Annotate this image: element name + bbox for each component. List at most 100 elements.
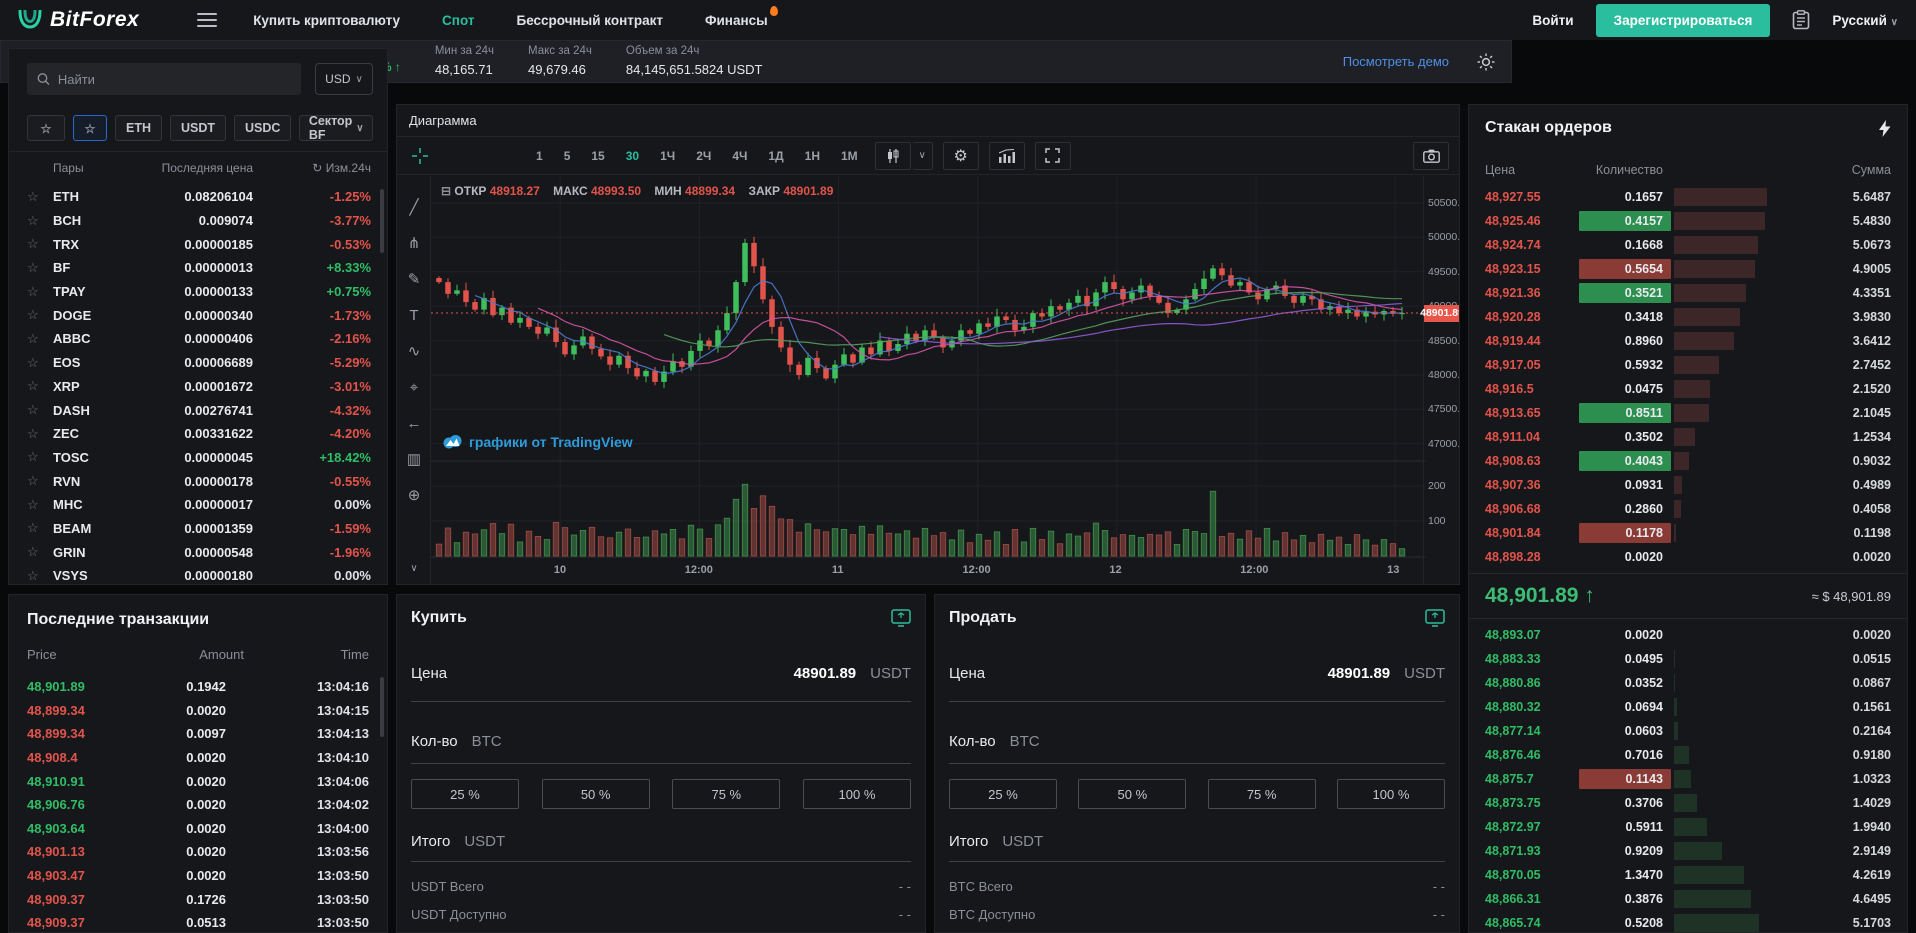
- time-axis[interactable]: 10 12:00 11 12:00 12 12:00 13: [431, 564, 1423, 584]
- ask-row[interactable]: 48,919.44 0.8960 3.6412: [1485, 332, 1891, 350]
- trade-row[interactable]: 48,906.76 0.0020 13:04:02: [27, 797, 369, 813]
- percent-button-25[interactable]: 25 %: [411, 779, 519, 809]
- watchlist-tab-сектор-bf[interactable]: Сектор BF ∨: [299, 114, 373, 142]
- ask-row[interactable]: 48,923.15 0.5654 4.9005: [1469, 257, 1907, 281]
- ask-row[interactable]: 48,908.63 0.4043 0.9032: [1469, 449, 1907, 473]
- star-icon[interactable]: ☆: [27, 188, 39, 204]
- bid-row[interactable]: 48,872.97 0.5911 1.9940: [1485, 818, 1891, 836]
- watchlist-row-tpay[interactable]: ☆ TPAY 0.00000133 +0.75%: [27, 283, 371, 300]
- search-box[interactable]: [27, 63, 301, 95]
- timeframe-2Ч[interactable]: 2Ч: [696, 148, 712, 163]
- fullscreen-button[interactable]: [1034, 141, 1071, 170]
- lightning-icon[interactable]: [1879, 119, 1891, 137]
- percent-button-100[interactable]: 100 %: [802, 779, 911, 809]
- drawing-tool-icon[interactable]: ▥: [406, 451, 422, 468]
- percent-button-50[interactable]: 50 %: [541, 779, 650, 809]
- watchlist-row-rvn[interactable]: ☆ RVN 0.00000178 -0.55%: [27, 473, 371, 489]
- ask-row[interactable]: 48,920.28 0.3418 3.9830: [1485, 308, 1891, 326]
- theme-sun-icon[interactable]: [1477, 53, 1495, 71]
- watchlist-row-grin[interactable]: ☆ GRIN 0.00000548 -1.96%: [27, 544, 371, 560]
- timeframe-15[interactable]: 15: [591, 148, 605, 163]
- watchlist-tab-eth[interactable]: ETH: [115, 115, 162, 141]
- sell-total-field[interactable]: Итого USDT: [949, 833, 1044, 850]
- transfer-icon[interactable]: [1425, 609, 1445, 627]
- bid-row[interactable]: 48,880.32 0.0694 0.1561: [1485, 698, 1891, 716]
- chart-settings-button[interactable]: ⚙: [942, 141, 979, 170]
- crosshair-icon[interactable]: [411, 147, 429, 165]
- drawing-tool-icon[interactable]: ⊕: [407, 487, 421, 504]
- trade-row[interactable]: 48,901.89 0.1942 13:04:16: [27, 679, 369, 695]
- star-icon[interactable]: ☆: [27, 378, 39, 394]
- bitforex-logo[interactable]: BitForex: [18, 8, 139, 32]
- bid-row[interactable]: 48,866.31 0.3876 4.6495: [1485, 890, 1891, 908]
- trade-row[interactable]: 48,901.13 0.0020 13:03:56: [27, 844, 369, 860]
- bid-row[interactable]: 48,873.75 0.3706 1.4029: [1485, 794, 1891, 812]
- star-icon[interactable]: ☆: [27, 402, 39, 418]
- bid-row[interactable]: 48,883.33 0.0495 0.0515: [1485, 650, 1891, 668]
- ask-row[interactable]: 48,916.5 0.0475 2.1520: [1485, 380, 1891, 398]
- scrollbar[interactable]: [380, 677, 384, 737]
- timeframe-1Н[interactable]: 1Н: [804, 148, 820, 163]
- star-icon[interactable]: ☆: [27, 212, 39, 228]
- bid-row[interactable]: 48,865.74 0.5208 5.1703: [1485, 914, 1891, 932]
- timeframe-1Д[interactable]: 1Д: [768, 148, 784, 163]
- trade-row[interactable]: 48,908.4 0.0020 13:04:10: [27, 750, 369, 766]
- percent-button-100[interactable]: 100 %: [1336, 779, 1445, 809]
- candle-style-dropdown[interactable]: ∨: [912, 141, 933, 170]
- watchlist-row-eos[interactable]: ☆ EOS 0.00006689 -5.29%: [27, 354, 371, 371]
- ask-row[interactable]: 48,917.05 0.5932 2.7452: [1485, 356, 1891, 374]
- percent-button-75[interactable]: 75 %: [1207, 779, 1316, 809]
- buy-total-field[interactable]: Итого USDT: [411, 833, 506, 850]
- drawing-tool-icon[interactable]: ╱: [409, 199, 419, 216]
- ask-row[interactable]: 48,924.74 0.1668 5.0673: [1485, 236, 1891, 254]
- drawing-tool-icon[interactable]: ∿: [407, 343, 421, 360]
- indicators-button[interactable]: [988, 141, 1025, 170]
- watchlist-row-beam[interactable]: ☆ BEAM 0.00001359 -1.59%: [27, 520, 371, 536]
- language-selector[interactable]: Русский ∨: [1832, 12, 1898, 28]
- watchlist-row-vsys[interactable]: ☆ VSYS 0.00000180 0.00%: [27, 567, 371, 584]
- watchlist-tab-favorites[interactable]: ☆: [73, 115, 107, 141]
- sell-price-field[interactable]: Цена 48901.89 USDT: [949, 665, 1445, 682]
- ask-row[interactable]: 48,913.65 0.8511 2.1045: [1469, 401, 1907, 425]
- drawing-tool-icon[interactable]: ⋔: [407, 235, 421, 252]
- star-icon[interactable]: ☆: [27, 236, 39, 252]
- drawing-tool-icon[interactable]: T: [409, 306, 419, 324]
- drawing-tool-icon[interactable]: ←: [406, 414, 422, 432]
- watchlist-row-abbc[interactable]: ☆ ABBC 0.00000406 -2.16%: [27, 330, 371, 347]
- bid-row[interactable]: 48,893.07 0.0020 0.0020: [1485, 628, 1891, 642]
- register-button[interactable]: Зарегистрироваться: [1595, 3, 1771, 37]
- camera-icon[interactable]: [1413, 141, 1449, 170]
- bid-row[interactable]: 48,871.93 0.9209 2.9149: [1485, 842, 1891, 860]
- trade-row[interactable]: 48,903.47 0.0020 13:03:50: [27, 868, 369, 884]
- watchlist-row-trx[interactable]: ☆ TRX 0.00000185 -0.53%: [27, 236, 371, 252]
- login-link[interactable]: Войти: [1532, 12, 1574, 28]
- search-input[interactable]: [57, 71, 291, 87]
- star-icon[interactable]: ☆: [27, 425, 39, 441]
- bid-row[interactable]: 48,875.7 0.1143 1.0323: [1469, 767, 1907, 791]
- drawing-tool-icon[interactable]: ✎: [407, 271, 421, 288]
- percent-button-75[interactable]: 75 %: [672, 779, 781, 809]
- buy-qty-field[interactable]: Кол-во BTC: [411, 733, 502, 750]
- star-icon[interactable]: ☆: [27, 496, 39, 512]
- star-icon[interactable]: ☆: [27, 354, 39, 370]
- toolbar-collapse-icon[interactable]: ∨: [410, 563, 418, 574]
- percent-button-50[interactable]: 50 %: [1078, 779, 1187, 809]
- ask-row[interactable]: 48,906.68 0.2860 0.4058: [1485, 500, 1891, 518]
- watchlist-row-bch[interactable]: ☆ BCH 0.009074 -3.77%: [27, 212, 371, 229]
- nav-item[interactable]: Спот: [442, 12, 475, 28]
- trade-row[interactable]: 48,899.34 0.0097 13:04:13: [27, 726, 369, 742]
- ask-row[interactable]: 48,925.46 0.4157 5.4830: [1469, 209, 1907, 233]
- trade-row[interactable]: 48,909.37 0.0513 13:03:50: [27, 915, 369, 931]
- tradingview-attribution[interactable]: графики от TradingView: [443, 432, 633, 451]
- nav-item[interactable]: Финансы: [705, 5, 778, 28]
- star-icon[interactable]: ☆: [27, 473, 39, 489]
- star-icon[interactable]: ☆: [27, 449, 39, 465]
- bid-row[interactable]: 48,870.05 1.3470 4.2619: [1485, 866, 1891, 884]
- buy-price-field[interactable]: Цена 48901.89 USDT: [411, 665, 911, 682]
- star-icon[interactable]: ☆: [27, 259, 39, 275]
- watchlist-tab-usdt[interactable]: USDT: [170, 115, 227, 141]
- percent-button-25[interactable]: 25 %: [949, 779, 1057, 809]
- watchlist-row-mhc[interactable]: ☆ MHC 0.00000017 0.00%: [27, 496, 371, 513]
- clipboard-icon[interactable]: [1792, 10, 1810, 30]
- star-icon[interactable]: ☆: [27, 567, 39, 583]
